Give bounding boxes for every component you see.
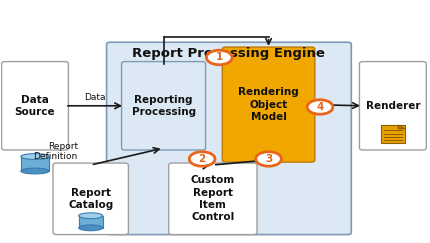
- FancyBboxPatch shape: [169, 163, 257, 234]
- Circle shape: [189, 152, 215, 166]
- Bar: [79, 216, 103, 228]
- FancyBboxPatch shape: [2, 61, 68, 150]
- Text: Rendering
Object
Model: Rendering Object Model: [238, 87, 299, 122]
- FancyBboxPatch shape: [107, 42, 351, 234]
- Text: Report
Definition: Report Definition: [34, 142, 78, 161]
- Text: Reporting
Processing: Reporting Processing: [132, 95, 196, 117]
- Text: Custom
Report
Item
Control: Custom Report Item Control: [191, 175, 235, 222]
- Text: Report
Catalog: Report Catalog: [68, 188, 114, 210]
- Text: Data
Source: Data Source: [15, 95, 55, 117]
- Text: 1: 1: [216, 52, 223, 62]
- FancyBboxPatch shape: [359, 61, 426, 150]
- FancyBboxPatch shape: [222, 47, 315, 162]
- Polygon shape: [398, 125, 405, 129]
- Ellipse shape: [79, 213, 103, 219]
- Bar: [21, 156, 49, 171]
- Text: 2: 2: [199, 154, 206, 164]
- Circle shape: [307, 100, 333, 114]
- Ellipse shape: [79, 225, 103, 231]
- FancyBboxPatch shape: [53, 163, 129, 234]
- FancyBboxPatch shape: [381, 125, 405, 143]
- Circle shape: [256, 152, 281, 166]
- Text: Report Processing Engine: Report Processing Engine: [132, 47, 326, 60]
- Text: 4: 4: [316, 102, 324, 112]
- Ellipse shape: [21, 168, 49, 174]
- Ellipse shape: [21, 154, 49, 159]
- FancyBboxPatch shape: [122, 61, 206, 150]
- Text: Data: Data: [84, 93, 106, 102]
- Text: 3: 3: [265, 154, 272, 164]
- Text: Renderer: Renderer: [366, 101, 420, 111]
- Circle shape: [206, 50, 232, 65]
